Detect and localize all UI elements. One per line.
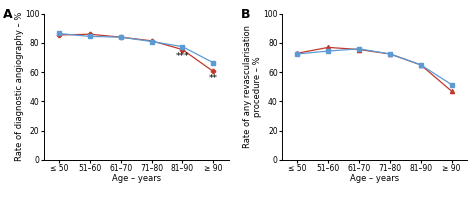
Y-axis label: Rate of any revascularisation
procedure – %: Rate of any revascularisation procedure … [243,25,262,148]
Text: **: ** [209,74,218,83]
Text: A: A [3,8,13,21]
X-axis label: Age – years: Age – years [350,174,399,183]
Y-axis label: Rate of diagnostic angiography – %: Rate of diagnostic angiography – % [15,12,24,161]
Text: ***: *** [176,52,189,61]
X-axis label: Age – years: Age – years [111,174,161,183]
Text: B: B [241,8,251,21]
